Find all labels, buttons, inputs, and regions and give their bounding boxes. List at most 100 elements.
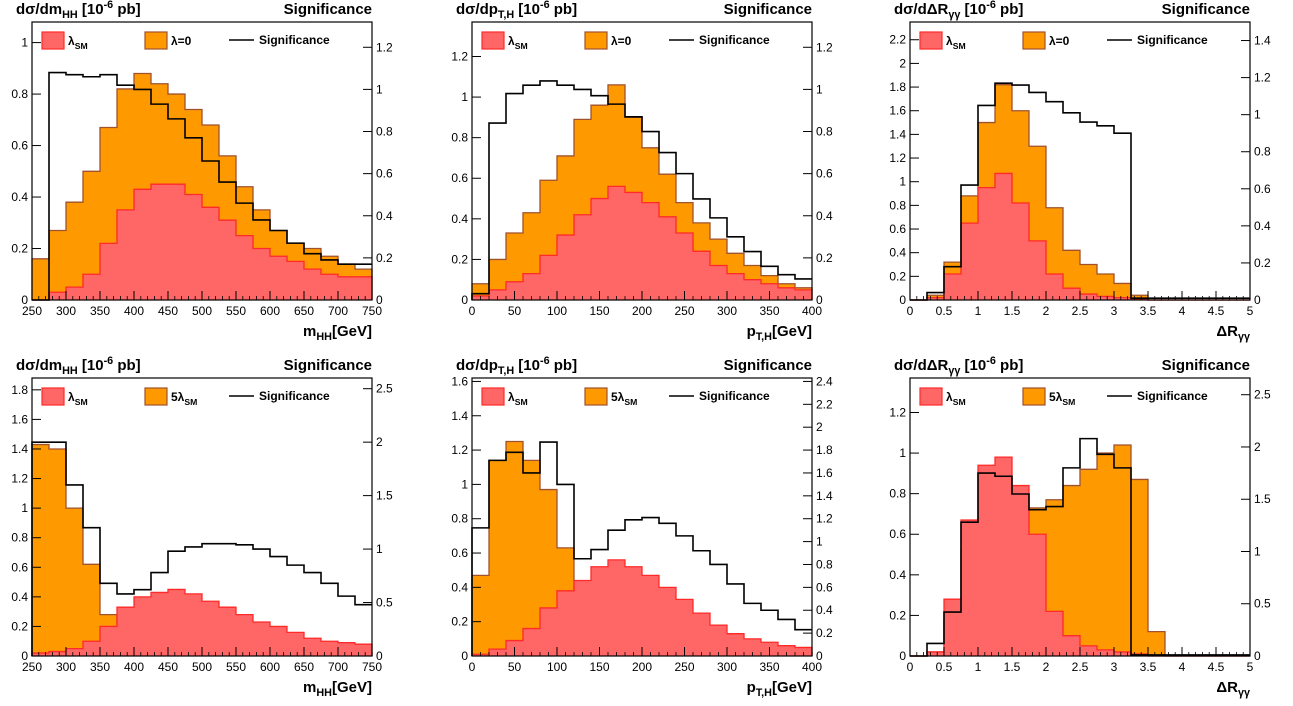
- x-tick-label: 3.5: [1140, 304, 1157, 318]
- x-axis-label: mHH[GeV]: [303, 323, 372, 343]
- bar-alt-bin-1: [489, 460, 506, 656]
- x-tick-label: 600: [260, 304, 280, 318]
- y2-tick-label: 1: [376, 82, 383, 96]
- bar-sm-bin-7: [151, 592, 168, 656]
- y2-tick-label: 1.6: [816, 466, 833, 480]
- legend-label-sm: λSM: [946, 390, 966, 407]
- chart-panel-3: 0 0.5 1 1.5 2 2.5 3 3.5 4 4.5 500.20.40.60.811.21.…: [889, 0, 1271, 343]
- y2-tick-label: 2.5: [1254, 388, 1271, 402]
- bar-sm-bin-1: [927, 297, 944, 300]
- x-tick-label: 700: [328, 304, 348, 318]
- x-tick-label: 4: [1179, 304, 1186, 318]
- x-tick-label: 250: [674, 660, 694, 674]
- x-tick-label: 750: [362, 304, 382, 318]
- y-tick-label: 0.8: [11, 531, 28, 545]
- legend-label-significance: Significance: [1137, 33, 1208, 47]
- bar-sm-bin-8: [1046, 611, 1063, 656]
- x-tick-label: 200: [632, 304, 652, 318]
- bar-sm-bin-3: [961, 223, 978, 300]
- y2-tick-label: 1.2: [816, 512, 833, 526]
- series-outline-0: [31, 72, 373, 300]
- series-significance-line: [471, 80, 812, 300]
- bar-sm-bin-11: [219, 607, 236, 656]
- y-tick-label: 0: [21, 293, 28, 307]
- y-tick-label: 0.2: [889, 269, 906, 283]
- y-tick-label: 1: [899, 446, 906, 460]
- y2-tick-label: 0.6: [816, 167, 833, 181]
- bar-sm-bin-6: [574, 580, 591, 656]
- x-tick-label: 1.5: [1004, 304, 1021, 318]
- y-tick-label: 1: [899, 175, 906, 189]
- bar-sm-bin-6: [134, 596, 151, 656]
- legend-swatch-sm: [481, 387, 505, 406]
- y2-tick-label: 0: [1254, 293, 1261, 307]
- legend: λSM λ=0 Significance: [919, 31, 1208, 51]
- x-tick-label: 750: [362, 660, 382, 674]
- x-tick-label: 1.5: [1004, 660, 1021, 674]
- legend-label-sm: λSM: [68, 34, 88, 51]
- y-tick-label: 1.6: [451, 374, 468, 388]
- bar-sm-bin-2: [944, 599, 961, 656]
- x-tick-label: 0.5: [936, 660, 953, 674]
- y2-tick-label: 0.8: [376, 125, 393, 139]
- y-tick-label: 1.2: [451, 443, 468, 457]
- x-tick-label: 100: [547, 304, 567, 318]
- panel-title-left: dσ/dmHH [10-6 pb]: [16, 355, 141, 377]
- bar-sm-bin-8: [168, 589, 185, 656]
- y-tick-label: 0: [899, 649, 906, 663]
- bar-sm-bin-4: [540, 255, 557, 300]
- legend-swatch-sm: [41, 31, 65, 50]
- y2-tick-label: 0.2: [376, 251, 393, 265]
- y-tick-label: 0.4: [11, 590, 28, 604]
- bar-sm-bin-15: [287, 261, 304, 300]
- y-tick-label: 0.4: [451, 212, 468, 226]
- bar-sm-bin-4: [978, 187, 995, 300]
- series-significance-line: [31, 441, 372, 656]
- legend-swatch-sm: [919, 31, 943, 50]
- x-tick-label: 3.5: [1140, 660, 1157, 674]
- x-tick-label: 600: [260, 660, 280, 674]
- legend-swatch-alt: [584, 31, 608, 50]
- legend-label-significance: Significance: [259, 389, 330, 403]
- legend-swatch-alt: [144, 387, 168, 406]
- bar-sm-bin-10: [1080, 294, 1097, 300]
- x-tick-label: 550: [226, 304, 246, 318]
- series-outline-1: [471, 185, 813, 300]
- bar-sm-bin-7: [591, 198, 608, 300]
- y-tick-label: 1.2: [11, 472, 28, 486]
- panel-title-left: dσ/dΔRγγ [10-6 pb]: [894, 0, 1023, 21]
- bar-sm-bin-13: [253, 621, 270, 656]
- y2-tick-label: 0.2: [816, 626, 833, 640]
- bar-sm-bin-10: [202, 207, 219, 300]
- y2-tick-label: 1.8: [816, 443, 833, 457]
- y-tick-label: 0.2: [11, 242, 28, 256]
- bar-sm-bin-5: [117, 209, 134, 300]
- bar-alt-bin-3: [83, 171, 100, 300]
- bar-sm-bin-12: [236, 235, 253, 300]
- chart-panel-2: 0 50 100 150 200 250 300 350 40000.20.40.60.811.…: [451, 0, 833, 343]
- bar-sm-bin-4: [100, 243, 117, 300]
- y-tick-label: 0.6: [11, 560, 28, 574]
- x-tick-label: 650: [294, 304, 314, 318]
- x-tick-label: 700: [328, 660, 348, 674]
- chart-panel-5: 0 50 100 150 200 250 300 350 40000.20.40.60.811.…: [451, 355, 833, 699]
- bar-alt-bin-1: [49, 230, 66, 300]
- x-tick-label: 300: [717, 660, 737, 674]
- x-tick-label: 250: [22, 660, 42, 674]
- bar-sm-bin-2: [66, 287, 83, 300]
- x-tick-label: 1: [975, 304, 982, 318]
- bar-alt-bin-12: [1114, 283, 1131, 300]
- y-tick-label: 1: [21, 501, 28, 515]
- x-tick-label: 400: [124, 660, 144, 674]
- series-significance-line: [910, 82, 1250, 301]
- legend-label-significance: Significance: [699, 33, 770, 47]
- bar-sm-bin-3: [83, 274, 100, 300]
- y-tick-label: 0: [21, 649, 28, 663]
- bar-sm-bin-7: [1029, 240, 1046, 300]
- legend-swatch-alt: [1022, 31, 1046, 50]
- bar-sm-bin-11: [1097, 296, 1114, 300]
- legend-label-alt: λ=0: [171, 34, 192, 48]
- bar-sm-bin-3: [523, 628, 540, 656]
- x-tick-label: 400: [124, 304, 144, 318]
- bar-alt-bin-1: [49, 448, 66, 656]
